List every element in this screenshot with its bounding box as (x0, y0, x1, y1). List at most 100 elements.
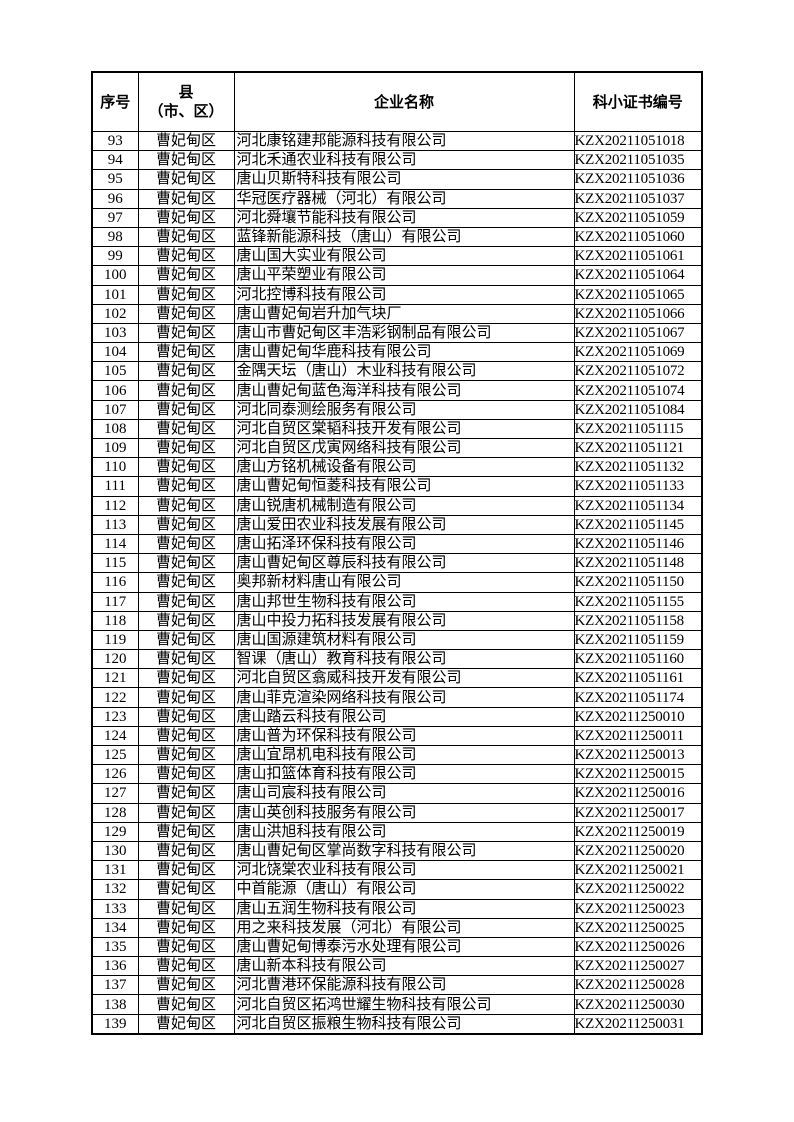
cell-county: 曹妃甸区 (137, 399, 235, 420)
cell-cert: KZX20211051065 (573, 284, 703, 305)
cell-index: 98 (91, 226, 139, 248)
cell-county: 曹妃甸区 (137, 226, 235, 248)
cell-company: 唐山曹妃甸博泰污水处理有限公司 (233, 936, 575, 958)
cell-cert: KZX20211051160 (573, 649, 703, 670)
table-row: 128 曹妃甸区 唐山英创科技服务有限公司 KZX20211250017 (91, 802, 703, 823)
cell-index: 130 (91, 840, 139, 862)
table-row: 95 曹妃甸区 唐山贝斯特科技有限公司 KZX20211051036 (91, 169, 703, 190)
table-row: 120 曹妃甸区 智课（唐山）教育科技有限公司 KZX20211051160 (91, 649, 703, 670)
cell-county: 曹妃甸区 (137, 150, 235, 171)
cell-company: 唐山曹妃甸蓝色海洋科技有限公司 (233, 380, 575, 401)
table-row: 124 曹妃甸区 唐山普为环保科技有限公司 KZX20211250011 (91, 725, 703, 747)
cell-company: 河北曹港环保能源科技有限公司 (233, 975, 575, 996)
cell-cert: KZX20211051066 (573, 303, 703, 324)
cell-company: 唐山拓泽环保科技有限公司 (233, 533, 575, 555)
cell-company: 唐山曹妃甸区尊辰科技有限公司 (233, 553, 575, 574)
table-header-row: 序号 县（市、区） 企业名称 科小证书编号 (91, 71, 703, 132)
cell-cert: KZX20211051150 (573, 572, 703, 593)
table-row: 101 曹妃甸区 河北控博科技有限公司 KZX20211051065 (91, 284, 703, 305)
table-row: 112 曹妃甸区 唐山锐唐机械制造有限公司 KZX20211051134 (91, 495, 703, 516)
cell-index: 107 (91, 399, 139, 420)
cell-county: 曹妃甸区 (137, 361, 235, 382)
table-row: 104 曹妃甸区 唐山曹妃甸华鹿科技有限公司 KZX20211051069 (91, 342, 703, 363)
table-row: 137 曹妃甸区 河北曹港环保能源科技有限公司 KZX20211250028 (91, 975, 703, 996)
cell-cert: KZX20211051037 (573, 188, 703, 209)
cell-cert: KZX20211051072 (573, 361, 703, 382)
table-row: 138 曹妃甸区 河北自贸区拓鸿世耀生物科技有限公司 KZX20211250030 (91, 994, 703, 1015)
cell-company: 唐山市曹妃甸区丰浩彩钢制品有限公司 (233, 322, 575, 344)
cell-index: 106 (91, 380, 139, 401)
table-row: 111 曹妃甸区 唐山曹妃甸恒菱科技有限公司 KZX20211051133 (91, 476, 703, 497)
cell-company: 唐山中投力拓科技发展有限公司 (233, 610, 575, 631)
cell-index: 132 (91, 879, 139, 900)
cell-company: 用之来科技发展（河北）有限公司 (233, 917, 575, 938)
cell-index: 123 (91, 706, 139, 727)
cell-county: 曹妃甸区 (137, 783, 235, 804)
cell-county: 曹妃甸区 (137, 553, 235, 574)
cell-company: 唐山曹妃甸岩升加气块厂 (233, 303, 575, 324)
header-index: 序号 (91, 71, 139, 132)
cell-county: 曹妃甸区 (137, 744, 235, 766)
cell-county: 曹妃甸区 (137, 764, 235, 785)
cell-index: 99 (91, 246, 139, 267)
table-row: 130 曹妃甸区 唐山曹妃甸区掌尚数字科技有限公司 KZX20211250020 (91, 840, 703, 862)
table-row: 98 曹妃甸区 蓝锋新能源科技（唐山）有限公司 KZX20211051060 (91, 226, 703, 248)
cell-cert: KZX20211051134 (573, 495, 703, 516)
cell-county: 曹妃甸区 (137, 188, 235, 209)
cell-company: 唐山司宸科技有限公司 (233, 783, 575, 804)
cell-company: 奥邦新材料唐山有限公司 (233, 572, 575, 593)
table-row: 109 曹妃甸区 河北自贸区戊寅网络科技有限公司 KZX20211051121 (91, 437, 703, 459)
cell-index: 116 (91, 572, 139, 593)
cell-county: 曹妃甸区 (137, 687, 235, 708)
cell-index: 105 (91, 361, 139, 382)
cell-index: 93 (91, 130, 139, 152)
cell-cert: KZX20211051158 (573, 610, 703, 631)
cell-cert: KZX20211051155 (573, 591, 703, 612)
cell-county: 曹妃甸区 (137, 706, 235, 727)
cell-index: 128 (91, 802, 139, 823)
header-company: 企业名称 (233, 71, 575, 132)
cell-company: 唐山普为环保科技有限公司 (233, 725, 575, 747)
cell-company: 唐山五润生物科技有限公司 (233, 898, 575, 919)
cell-index: 111 (91, 476, 139, 497)
cell-company: 唐山菲克渲染网络科技有限公司 (233, 687, 575, 708)
cell-index: 136 (91, 956, 139, 977)
cell-county: 曹妃甸区 (137, 1013, 235, 1035)
cell-index: 119 (91, 629, 139, 651)
cell-company: 唐山邦世生物科技有限公司 (233, 591, 575, 612)
header-county: 县（市、区） (137, 71, 235, 132)
cell-index: 117 (91, 591, 139, 612)
cell-county: 曹妃甸区 (137, 418, 235, 440)
cell-company: 唐山曹妃甸恒菱科技有限公司 (233, 476, 575, 497)
cell-company: 河北自贸区拓鸿世耀生物科技有限公司 (233, 994, 575, 1015)
cell-company: 中首能源（唐山）有限公司 (233, 879, 575, 900)
cell-county: 曹妃甸区 (137, 936, 235, 958)
cell-index: 108 (91, 418, 139, 440)
cell-cert: KZX20211250017 (573, 802, 703, 823)
table-row: 139 曹妃甸区 河北自贸区振粮生物科技有限公司 KZX20211250031 (91, 1013, 703, 1035)
cell-company: 金隅天坛（唐山）木业科技有限公司 (233, 361, 575, 382)
cell-company: 智课（唐山）教育科技有限公司 (233, 649, 575, 670)
cell-company: 唐山曹妃甸区掌尚数字科技有限公司 (233, 840, 575, 862)
cell-company: 河北控博科技有限公司 (233, 284, 575, 305)
cell-cert: KZX20211250027 (573, 956, 703, 977)
cell-cert: KZX20211250023 (573, 898, 703, 919)
cell-county: 曹妃甸区 (137, 246, 235, 267)
table-row: 105 曹妃甸区 金隅天坛（唐山）木业科技有限公司 KZX20211051072 (91, 361, 703, 382)
table-row: 110 曹妃甸区 唐山方铭机械设备有限公司 KZX20211051132 (91, 457, 703, 478)
cell-index: 139 (91, 1013, 139, 1035)
cell-cert: KZX20211051133 (573, 476, 703, 497)
cell-company: 唐山新本科技有限公司 (233, 956, 575, 977)
cell-company: 河北禾通农业科技有限公司 (233, 150, 575, 171)
cell-county: 曹妃甸区 (137, 207, 235, 228)
cell-index: 133 (91, 898, 139, 919)
cell-county: 曹妃甸区 (137, 821, 235, 842)
cell-cert: KZX20211051064 (573, 265, 703, 286)
table-row: 127 曹妃甸区 唐山司宸科技有限公司 KZX20211250016 (91, 783, 703, 804)
cell-index: 134 (91, 917, 139, 938)
cell-index: 96 (91, 188, 139, 209)
cell-index: 100 (91, 265, 139, 286)
cell-index: 102 (91, 303, 139, 324)
cell-company: 唐山宜昂机电科技有限公司 (233, 744, 575, 766)
cell-county: 曹妃甸区 (137, 380, 235, 401)
